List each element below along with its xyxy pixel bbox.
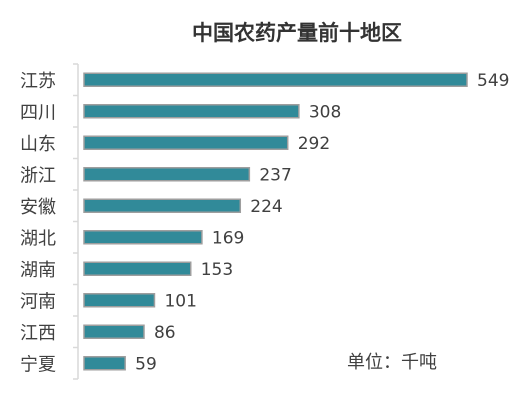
- value-label: 169: [212, 228, 244, 248]
- bars-layer: [83, 72, 468, 371]
- value-label: 308: [309, 102, 341, 122]
- bar: [83, 72, 468, 87]
- category-label: 山东: [20, 134, 56, 155]
- axis-layer: [73, 63, 79, 380]
- bar: [83, 198, 242, 213]
- value-label: 292: [298, 134, 330, 154]
- value-label: 237: [259, 165, 291, 185]
- bar: [83, 324, 145, 339]
- category-label: 江苏: [20, 71, 56, 92]
- category-label: 宁夏: [20, 354, 56, 375]
- value-label: 549: [477, 71, 509, 91]
- bar: [83, 261, 192, 276]
- bar: [83, 230, 203, 245]
- value-label: 101: [164, 291, 196, 311]
- category-label: 湖南: [20, 260, 56, 281]
- bar: [83, 293, 156, 308]
- category-label: 四川: [20, 102, 56, 123]
- value-label: 224: [250, 197, 282, 217]
- category-label: 浙江: [20, 165, 56, 186]
- bar: [83, 356, 126, 371]
- category-label: 湖北: [20, 228, 56, 249]
- unit-label: 单位：千吨: [347, 352, 437, 373]
- value-label: 59: [135, 354, 157, 374]
- value-label: 153: [201, 260, 233, 280]
- category-label: 安徽: [20, 197, 56, 218]
- category-label: 河南: [20, 291, 56, 312]
- chart-title: 中国农药产量前十地区: [192, 21, 402, 45]
- bar: [83, 135, 289, 150]
- bar: [83, 104, 300, 119]
- category-label: 江西: [20, 323, 56, 344]
- value-label: 86: [154, 323, 176, 343]
- bar: [83, 167, 251, 182]
